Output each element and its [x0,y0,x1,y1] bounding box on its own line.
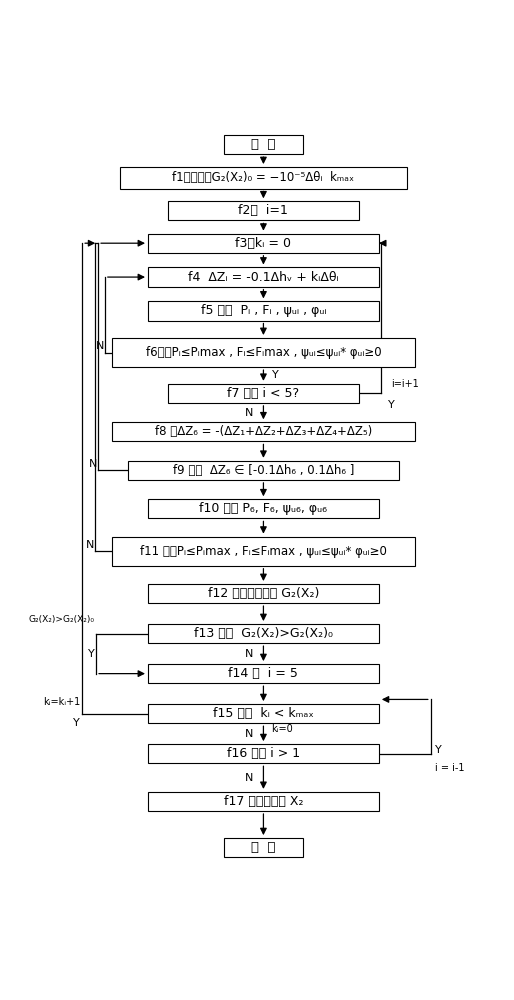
Text: kᵢ=0: kᵢ=0 [271,724,293,734]
Text: f5 计算  Pᵢ , Fᵢ , ψᵤᵢ , φᵤᵢ: f5 计算 Pᵢ , Fᵢ , ψᵤᵢ , φᵤᵢ [200,304,326,317]
Text: f10 计算 P₆, F₆, ψᵤ₆, φᵤ₆: f10 计算 P₆, F₆, ψᵤ₆, φᵤ₆ [199,502,327,515]
FancyBboxPatch shape [148,499,379,518]
FancyBboxPatch shape [168,384,359,403]
Text: i = i-1: i = i-1 [435,763,464,773]
Text: f7 判断 i < 5?: f7 判断 i < 5? [227,387,300,400]
FancyBboxPatch shape [112,338,415,367]
Text: N: N [245,649,254,659]
Text: f8 令ΔZ₆ = -(ΔZ₁+ΔZ₂+ΔZ₃+ΔZ₄+ΔZ₅): f8 令ΔZ₆ = -(ΔZ₁+ΔZ₂+ΔZ₃+ΔZ₄+ΔZ₅) [155,425,372,438]
Text: f17 输出最优解 X₂: f17 输出最优解 X₂ [224,795,303,808]
Text: N: N [245,773,254,783]
FancyBboxPatch shape [148,664,379,683]
FancyBboxPatch shape [224,838,303,857]
Text: f15 判断  kᵢ < kₘₐₓ: f15 判断 kᵢ < kₘₐₓ [213,707,314,720]
Text: f11 判断Pᵢ≤Pᵢmax , Fᵢ≤Fᵢmax , ψᵤᵢ≤ψᵤᵢ* φᵤᵢ≥0: f11 判断Pᵢ≤Pᵢmax , Fᵢ≤Fᵢmax , ψᵤᵢ≤ψᵤᵢ* φᵤᵢ… [140,545,387,558]
Text: f1设定初始G₂(X₂)₀ = −10⁻⁵Δθᵢ  kₘₐₓ: f1设定初始G₂(X₂)₀ = −10⁻⁵Δθᵢ kₘₐₓ [172,171,355,184]
Text: N: N [96,341,104,351]
Text: Y: Y [272,370,279,380]
FancyBboxPatch shape [120,167,407,189]
Text: f13 判断  G₂(X₂)>G₂(X₂)₀: f13 判断 G₂(X₂)>G₂(X₂)₀ [194,627,333,640]
Text: N: N [86,540,95,550]
FancyBboxPatch shape [128,461,399,480]
FancyBboxPatch shape [148,744,379,763]
FancyBboxPatch shape [168,201,359,220]
Text: N: N [245,729,254,739]
Text: f6判断Pᵢ≤Pᵢmax , Fᵢ≤Fᵢmax , ψᵤᵢ≤ψᵤᵢ* φᵤᵢ≥0: f6判断Pᵢ≤Pᵢmax , Fᵢ≤Fᵢmax , ψᵤᵢ≤ψᵤᵢ* φᵤᵢ≥0 [145,346,381,359]
Text: Y: Y [88,649,95,659]
Text: 开  始: 开 始 [251,138,276,151]
Text: f16 判断 i > 1: f16 判断 i > 1 [227,747,300,760]
Text: f4  ΔZᵢ = -0.1Δhᵥ + kᵢΔθᵢ: f4 ΔZᵢ = -0.1Δhᵥ + kᵢΔθᵢ [188,271,339,284]
FancyBboxPatch shape [148,301,379,321]
Text: kᵢ=kᵢ+1: kᵢ=kᵢ+1 [43,697,80,707]
Text: f12 计算目标函数 G₂(X₂): f12 计算目标函数 G₂(X₂) [208,587,319,600]
Text: f2令  i=1: f2令 i=1 [238,204,288,217]
FancyBboxPatch shape [148,267,379,287]
Text: N: N [89,459,98,469]
Text: Y: Y [74,718,80,728]
Text: f3令kᵢ = 0: f3令kᵢ = 0 [235,237,291,250]
Text: f14 令  i = 5: f14 令 i = 5 [229,667,298,680]
Text: Y: Y [435,745,442,755]
FancyBboxPatch shape [148,704,379,723]
Text: G₂(X₂)>G₂(X₂)₀: G₂(X₂)>G₂(X₂)₀ [28,615,94,624]
FancyBboxPatch shape [224,135,303,154]
Text: 结  束: 结 束 [251,841,276,854]
Text: f9 判断  ΔZ₆ ∈ [-0.1Δh₆ , 0.1Δh₆ ]: f9 判断 ΔZ₆ ∈ [-0.1Δh₆ , 0.1Δh₆ ] [173,464,354,477]
FancyBboxPatch shape [148,584,379,603]
Text: N: N [245,408,254,418]
FancyBboxPatch shape [148,624,379,643]
Text: i=i+1: i=i+1 [391,379,418,389]
Text: Y: Y [388,400,395,410]
FancyBboxPatch shape [112,537,415,566]
FancyBboxPatch shape [148,234,379,253]
FancyBboxPatch shape [148,792,379,811]
FancyBboxPatch shape [112,422,415,441]
